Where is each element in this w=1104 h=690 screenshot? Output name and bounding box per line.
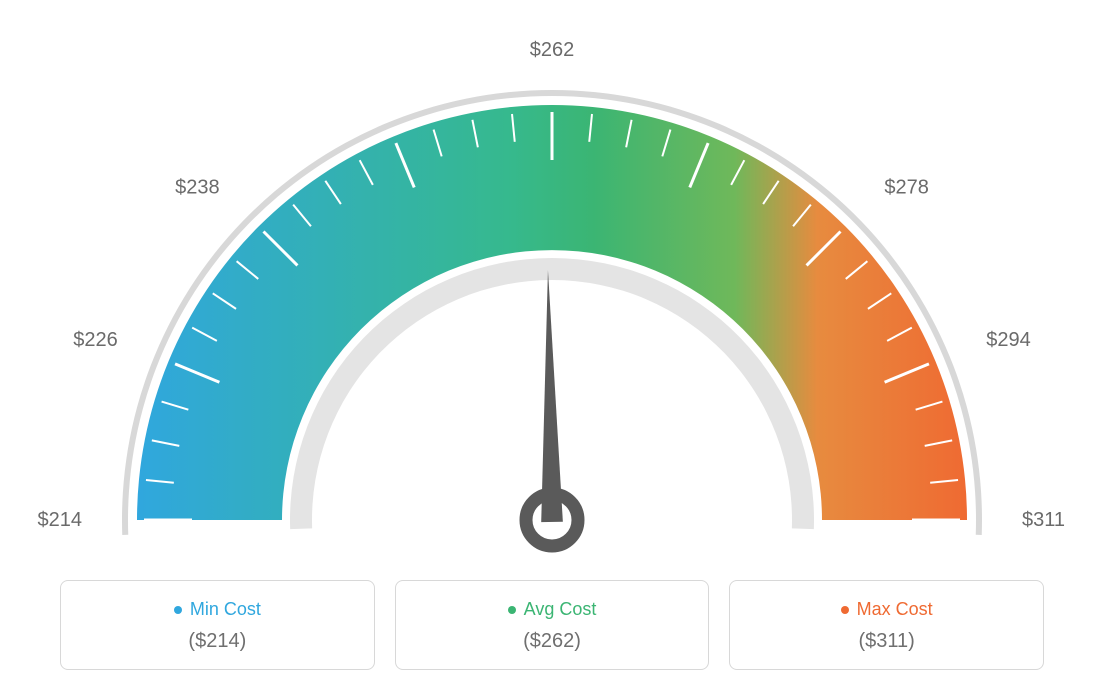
- legend-avg-label: Avg Cost: [524, 599, 597, 620]
- legend-min-box: Min Cost ($214): [60, 580, 375, 670]
- gauge-tick-label: $262: [530, 39, 575, 61]
- gauge-tick-label: $238: [175, 177, 220, 199]
- legend-max-dot: [841, 606, 849, 614]
- legend-min-value: ($214): [71, 630, 364, 653]
- legend-max-value: ($311): [740, 630, 1033, 653]
- legend: Min Cost ($214) Avg Cost ($262) Max Cost…: [60, 580, 1044, 670]
- cost-gauge: $214 $226 $238 $262 $278 $294 $311: [0, 0, 1104, 560]
- legend-min-dot: [174, 606, 182, 614]
- gauge-tick-label: $311: [1022, 509, 1065, 531]
- legend-max-box: Max Cost ($311): [729, 580, 1044, 670]
- gauge-tick-label: $214: [38, 509, 83, 531]
- legend-min-label: Min Cost: [190, 599, 261, 620]
- legend-max-label: Max Cost: [857, 599, 933, 620]
- legend-avg-value: ($262): [406, 630, 699, 653]
- gauge-tick-label: $226: [73, 329, 118, 351]
- legend-avg-box: Avg Cost ($262): [395, 580, 710, 670]
- legend-avg-dot: [508, 606, 516, 614]
- gauge-needle: [541, 270, 563, 522]
- gauge-tick-label: $294: [986, 329, 1031, 351]
- gauge-tick-label: $278: [884, 177, 929, 199]
